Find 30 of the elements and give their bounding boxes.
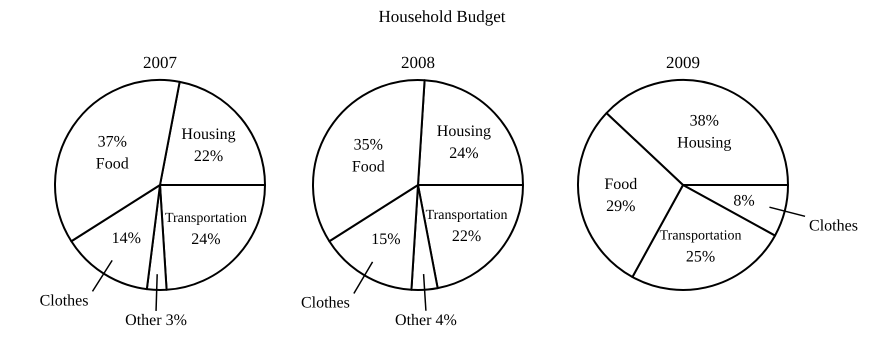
chart-title: Household Budget [378,7,506,26]
data-label: 22% [452,228,482,246]
slice-label: Housing [677,134,732,152]
slice-label: Transportation [660,228,742,244]
data-label: 14% [112,230,141,248]
slice-label: Transportation [426,208,508,224]
data-label: 8% [733,192,755,210]
data-label: 22% [194,148,224,165]
data-label: 35% [354,136,383,154]
slice-label: Other 3% [125,312,187,329]
chart-subtitle: 2009 [666,53,700,72]
slice-label: Clothes [300,294,350,312]
slice-label: Other 4% [395,312,457,329]
slice-label: Food [604,176,638,193]
slice-label: Transportation [164,211,247,226]
data-label: 25% [686,248,716,266]
data-label: 24% [449,144,479,162]
slice-label: Food [96,156,129,173]
slice-label: Clothes [809,217,858,234]
slice-label: Housing [436,122,492,140]
chart-subtitle: 2008 [401,53,435,72]
data-label: 15% [371,231,401,248]
slice-label: Housing [181,126,236,143]
slice-label: Clothes [40,292,88,310]
chart-subtitle: 2007 [143,53,178,72]
slice-label: Food [352,158,385,176]
data-label: 29% [606,198,636,215]
data-label: 24% [191,231,221,248]
data-label: 38% [690,112,719,130]
data-label: 37% [98,134,127,151]
